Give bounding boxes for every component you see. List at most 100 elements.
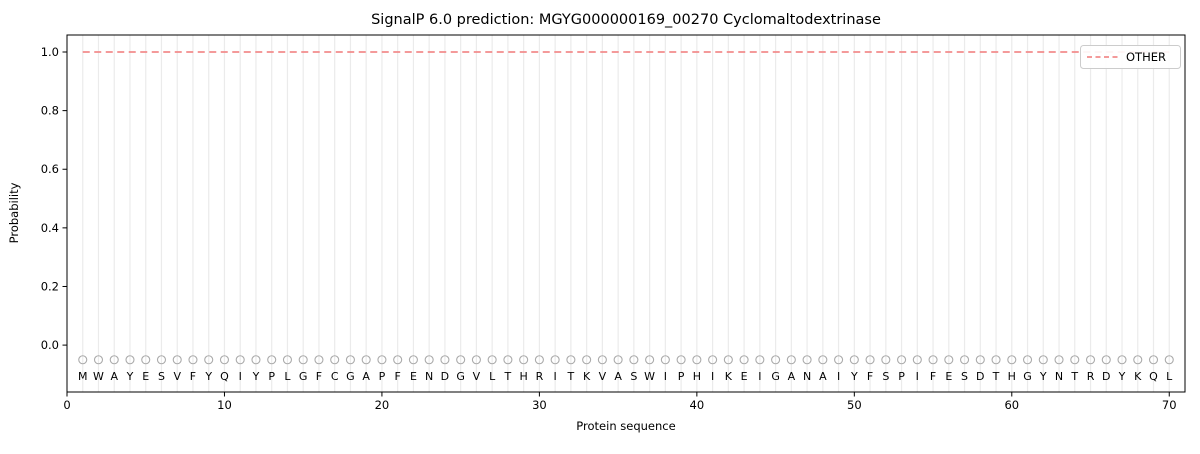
sequence-letter: E <box>741 370 748 383</box>
sequence-letter: I <box>837 370 840 383</box>
residue-marker <box>282 355 293 365</box>
residue-marker <box>78 355 88 365</box>
residue-marker <box>251 355 261 365</box>
sequence-letter: S <box>961 370 968 383</box>
sequence-letter: G <box>456 370 465 383</box>
residue-marker <box>613 355 623 365</box>
residue-marker <box>235 355 245 365</box>
sequence-letter: P <box>379 370 386 383</box>
residue-marker <box>156 355 167 365</box>
y-tick-label: 0.4 <box>41 221 59 235</box>
sequence-letter: Y <box>252 370 260 383</box>
x-tick-label: 30 <box>532 398 547 412</box>
residue-marker <box>1038 355 1048 365</box>
residue-marker <box>219 355 230 365</box>
sequence-letter: A <box>614 370 622 383</box>
residue-marker <box>1007 355 1017 365</box>
sequence-letter: S <box>158 370 165 383</box>
sequence-letter: T <box>567 370 575 383</box>
sequence-letter: A <box>362 370 370 383</box>
sequence-letter: V <box>173 370 181 383</box>
sequence-letter: P <box>678 370 685 383</box>
sequence-letter: F <box>930 370 936 383</box>
sequence-letter: L <box>489 370 496 383</box>
residue-marker <box>723 355 733 365</box>
residue-marker <box>1117 355 1127 365</box>
residue-marker <box>204 355 214 365</box>
chart-title: SignalP 6.0 prediction: MGYG000000169_00… <box>371 12 881 28</box>
residue-marker <box>708 355 718 365</box>
residue-marker <box>912 355 922 365</box>
residue-marker <box>771 355 781 365</box>
sequence-letter: K <box>583 370 591 383</box>
residue-marker <box>692 355 702 365</box>
residue-marker <box>267 355 277 365</box>
residue-marker <box>314 355 324 365</box>
sequence-letter: D <box>976 370 984 383</box>
residue-marker <box>424 355 434 365</box>
sequence-letter: Q <box>1149 370 1158 383</box>
residue-marker <box>109 355 119 365</box>
sequence-letter: H <box>1008 370 1016 383</box>
x-tick-label: 10 <box>217 398 232 412</box>
residue-marker <box>975 355 985 365</box>
y-tick-label: 0.2 <box>41 279 59 293</box>
y-tick-label: 0.6 <box>41 162 59 176</box>
residue-marker <box>503 355 513 365</box>
sequence-letter: W <box>93 370 104 383</box>
sequence-letter: E <box>945 370 952 383</box>
legend: OTHER <box>1080 45 1181 69</box>
x-tick-label: 0 <box>63 398 70 412</box>
residue-marker <box>897 355 907 365</box>
sequence-letter: I <box>664 370 667 383</box>
residue-marker <box>172 355 182 365</box>
x-tick-label: 60 <box>1004 398 1019 412</box>
residue-marker <box>471 355 481 365</box>
residue-marker <box>849 355 859 365</box>
sequence-letter: Y <box>850 370 858 383</box>
sequence-letter: R <box>536 370 544 383</box>
residue-marker <box>944 355 954 365</box>
y-tick-label: 0.0 <box>41 338 59 352</box>
residue-marker <box>487 355 497 365</box>
sequence-letter: Q <box>220 370 229 383</box>
residue-marker <box>959 355 970 365</box>
sequence-letter: T <box>992 370 1000 383</box>
residue-marker <box>1022 355 1033 365</box>
residue-marker <box>408 355 418 365</box>
residue-marker <box>786 355 796 365</box>
x-axis-label: Protein sequence <box>576 419 675 433</box>
sequence-letter: F <box>395 370 401 383</box>
residue-marker <box>739 355 749 365</box>
sequence-letter: Y <box>1118 370 1126 383</box>
sequence-letter: N <box>1055 370 1063 383</box>
residue-marker <box>377 355 387 365</box>
y-axis-label: Probability <box>7 182 21 243</box>
sequence-letter: K <box>1134 370 1142 383</box>
residue-marker <box>629 355 639 365</box>
sequence-letter: V <box>599 370 607 383</box>
sequence-letter: G <box>1023 370 1032 383</box>
residue-marker <box>125 355 135 365</box>
residue-marker <box>818 355 828 365</box>
sequence-letter: S <box>882 370 889 383</box>
sequence-letter: S <box>630 370 637 383</box>
sequence-letter: M <box>78 370 88 383</box>
sequence-letter: N <box>803 370 811 383</box>
residue-marker <box>566 355 576 365</box>
legend-label: OTHER <box>1126 50 1166 64</box>
residue-marker <box>456 355 466 365</box>
residue-marker <box>660 355 670 365</box>
residue-marker <box>1133 355 1143 365</box>
residue-marker <box>345 355 355 365</box>
residue-marker <box>361 355 371 365</box>
sequence-letter: L <box>284 370 291 383</box>
sequence-letter: W <box>644 370 655 383</box>
y-tick-label: 0.8 <box>41 104 59 118</box>
sequence-letter: F <box>316 370 322 383</box>
residue-marker <box>1164 355 1174 365</box>
residue-marker <box>1054 355 1064 365</box>
